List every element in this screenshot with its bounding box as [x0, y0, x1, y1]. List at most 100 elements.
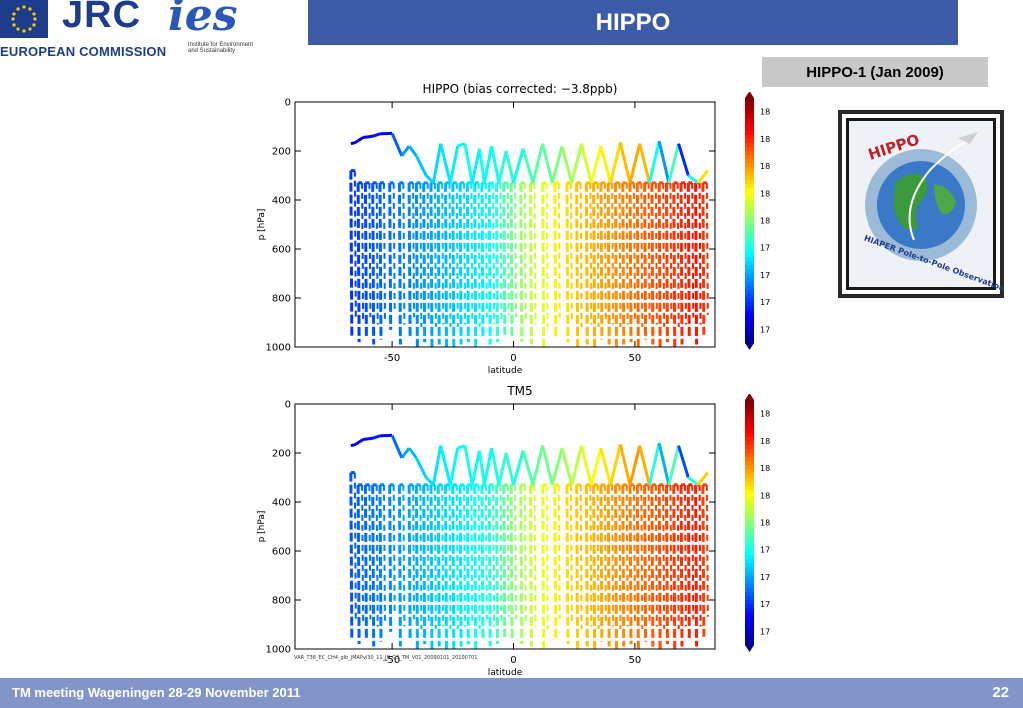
- c2-colorbar-band-15: [745, 461, 754, 466]
- c2-track-segment-28: [580, 445, 593, 486]
- c1-colorbar-tick-label-3: 1821.2: [760, 189, 770, 198]
- c1-profile-5: [388, 181, 396, 330]
- c1-colorbar-tick-label-5: 1780.8: [760, 244, 770, 253]
- c2-colorbar-band-39: [745, 559, 754, 564]
- c2-colorbar-band-54: [745, 620, 754, 626]
- c1-profile-33: [621, 181, 629, 345]
- c1-profile-20: [502, 181, 510, 335]
- c1-profile-32: [613, 181, 622, 348]
- c1-profile-28: [584, 181, 593, 345]
- hippo-globe-icon: HIPPO HIAPER Pole-to-Pole Observations: [838, 110, 1011, 298]
- c2-colorbar-band-28: [745, 514, 754, 520]
- eu-stars-icon: [11, 5, 37, 33]
- c1-colorbar-band-14: [745, 155, 754, 160]
- c1-profile-23: [528, 181, 537, 345]
- c2-colorbar-tick-label-2: 1841.4: [760, 464, 770, 473]
- c1-colorbar-band-43: [745, 273, 754, 279]
- c1-colorbar-tick-label-2: 1841.4: [760, 162, 770, 171]
- c2-colorbar-band-6: [745, 424, 754, 430]
- c2-colorbar-band-53: [745, 616, 754, 622]
- c2-track-segment-29: [589, 447, 603, 486]
- c2-colorbar-band-36: [745, 547, 754, 552]
- c2-profile-21: [509, 483, 518, 640]
- c2-profile-15: [465, 483, 474, 645]
- c2-ytick-label-2: 400: [272, 498, 291, 509]
- c1-colorbar-tick-label-8: 1720.2: [760, 325, 770, 334]
- footer-text: TM meeting Wageningen 28-29 November 201…: [12, 685, 301, 700]
- c1-track-segment-34: [638, 143, 651, 184]
- c1-colorbar-band-35: [745, 240, 754, 246]
- c1-ytick-label-4: 800: [272, 294, 291, 305]
- c2-ytick-label-3: 600: [272, 547, 291, 558]
- c2-colorbar-band-31: [745, 526, 754, 532]
- c1-colorbar-band-36: [745, 245, 754, 250]
- c2-colorbar-tick-label-3: 1821.2: [760, 491, 770, 500]
- c1-track-segment-22: [521, 148, 535, 184]
- c2-profile-4: [378, 483, 386, 642]
- c1-track-segment-28: [580, 143, 593, 184]
- c2-colorbar-band-29: [745, 518, 754, 524]
- c2-profile-3: [371, 483, 379, 647]
- c2-colorbar-band-30: [745, 522, 754, 528]
- c2-colorbar-band-46: [745, 587, 754, 593]
- c2-colorbar-tick-label-5: 1780.8: [760, 546, 770, 555]
- c1-colorbar-band-54: [745, 318, 754, 324]
- c1-colorbar-band-30: [745, 220, 754, 226]
- c2-track-segment-15: [470, 450, 481, 486]
- c2-profile-43: [694, 483, 702, 647]
- c1-colorbar-band-33: [745, 232, 754, 238]
- c2-colorbar-band-34: [745, 538, 754, 544]
- c2-colorbar-band-37: [745, 551, 754, 556]
- c1-colorbar-band-17: [745, 167, 754, 173]
- c1-colorbar-top-arrow: [745, 92, 754, 98]
- c2-colorbar-band-43: [745, 575, 754, 581]
- c1-colorbar-band-28: [745, 212, 754, 218]
- c2-profile-14: [458, 483, 467, 647]
- c2-colorbar-band-20: [745, 481, 754, 487]
- c2-profile-36: [643, 483, 651, 642]
- page-number: 22: [992, 684, 1009, 701]
- c2-colorbar-band-2: [745, 408, 754, 413]
- c2-track-segment-36: [657, 442, 671, 486]
- c2-profile-5: [388, 483, 396, 632]
- c1-colorbar-band-31: [745, 224, 754, 230]
- c1-track-segment-40: [696, 169, 709, 184]
- c1-profile-0: [349, 169, 357, 338]
- c2-track-segment-0: [350, 442, 357, 448]
- c2-ytick-label-4: 800: [272, 596, 291, 607]
- c2-track-segment-3: [372, 434, 381, 440]
- c2-colorbar-band-5: [745, 420, 754, 426]
- c2-colorbar-band-26: [745, 506, 754, 511]
- c1-profile-13: [451, 181, 459, 348]
- c2-track-segment-27: [570, 445, 583, 486]
- c1-ytick-label-0: 0: [285, 98, 291, 109]
- c1-track-segment-31: [609, 142, 622, 184]
- c2-colorbar-band-41: [745, 567, 754, 573]
- c1-colorbar-band-20: [745, 179, 754, 185]
- c1-track-segment-35: [647, 140, 661, 184]
- c2-profile-9: [422, 483, 430, 645]
- c1-profile-25: [553, 181, 561, 338]
- c2-track-segment-6: [400, 447, 411, 459]
- c1-track-segment-1: [354, 136, 364, 144]
- c1-track-segment-36: [657, 140, 671, 184]
- c1-colorbar-band-0: [745, 98, 754, 103]
- c2-profile-42: [686, 483, 695, 640]
- c2-profile-33: [621, 483, 629, 647]
- c2-xtick-label-1: 0: [510, 655, 516, 666]
- c2-track-segment-7: [407, 447, 418, 459]
- c1-profile-37: [650, 181, 658, 345]
- c2-colorbar-tick-label-1: 1861.6: [760, 437, 770, 446]
- c1-profile-43: [694, 181, 702, 345]
- c2-profile-2: [363, 483, 372, 640]
- c2-track-segment-25: [550, 447, 564, 486]
- c2-colorbar-tick-label-6: 1760.6: [760, 573, 770, 582]
- c1-ytick-label-3: 600: [272, 245, 291, 256]
- file-label: VAR_T36_EC_CH4_glb_JMAPvl30_11_JK_G3_TM_…: [294, 655, 478, 661]
- c2-profile-17: [480, 483, 488, 640]
- c1-colorbar-band-2: [745, 106, 754, 111]
- c1-profile-11: [436, 181, 445, 345]
- c2-track-segment-21: [512, 450, 525, 486]
- c2-profile-19: [495, 483, 503, 645]
- c1-xtick-label-1: 0: [510, 353, 516, 364]
